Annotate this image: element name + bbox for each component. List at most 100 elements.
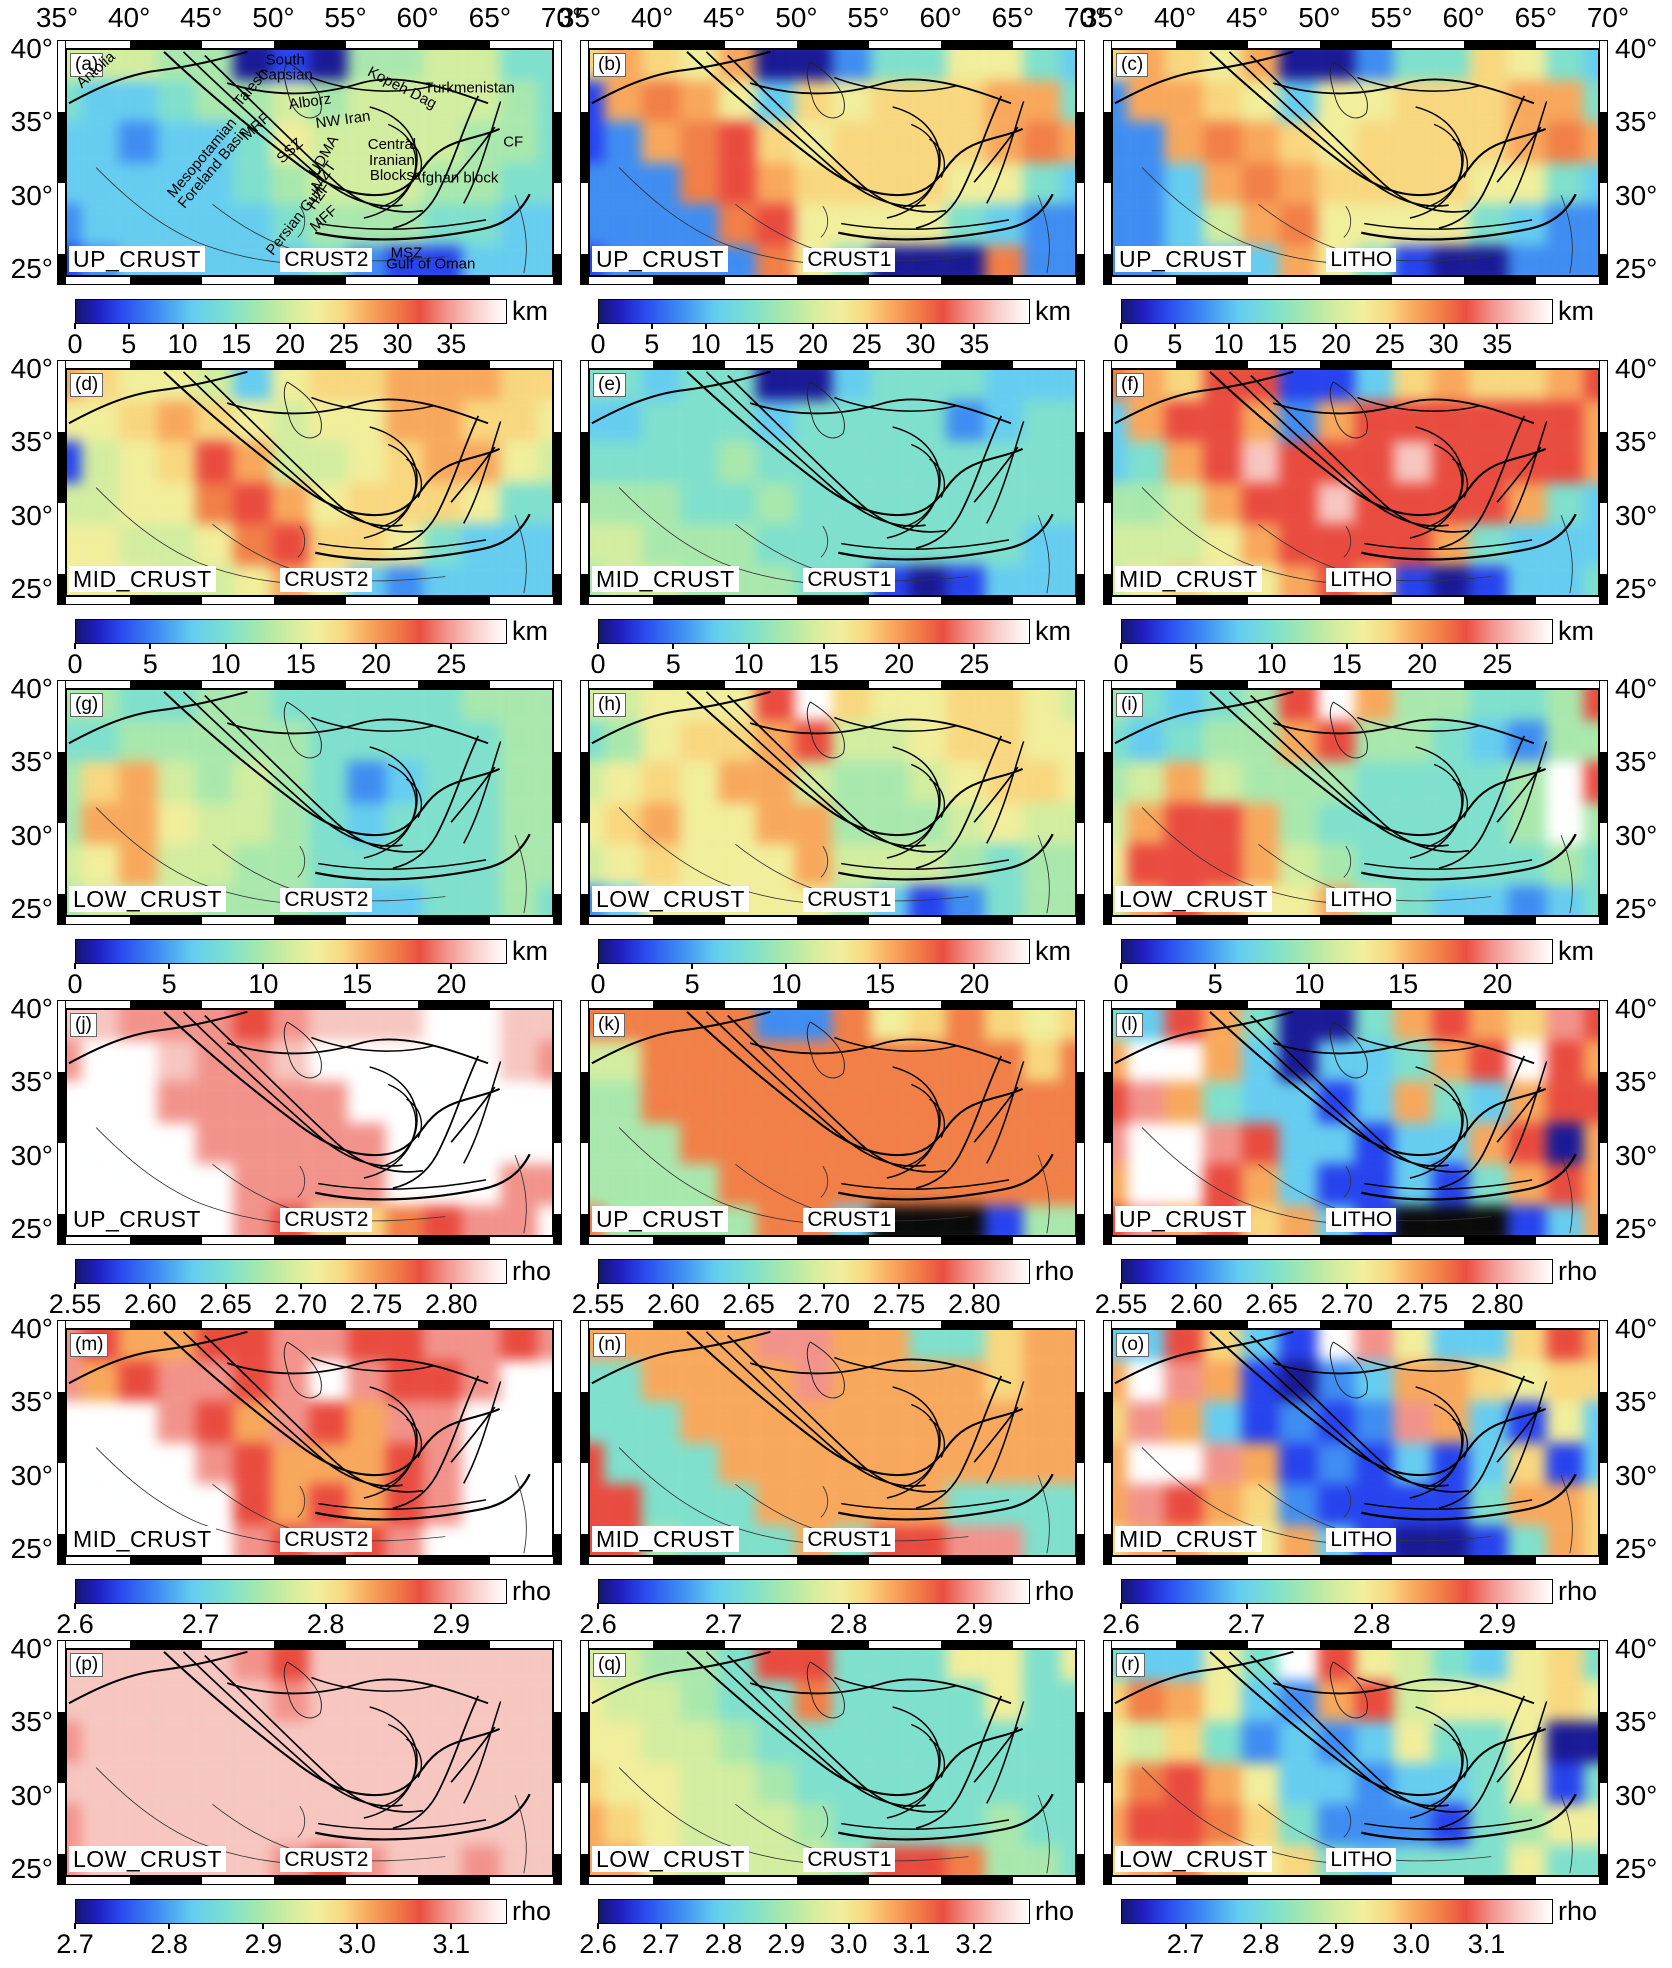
heat-cell bbox=[908, 1122, 947, 1164]
heat-cell bbox=[832, 121, 871, 163]
heat-cell bbox=[718, 523, 757, 565]
model-label: LITHO bbox=[1326, 1528, 1397, 1552]
frame-zebra-bottom bbox=[57, 916, 562, 925]
heat-cell bbox=[233, 1330, 272, 1360]
heat-cell bbox=[118, 1762, 158, 1804]
heat-cell bbox=[195, 1721, 234, 1763]
colorbar-tick-label: 20 bbox=[1320, 329, 1352, 359]
heat-cell bbox=[500, 245, 539, 275]
heat-cell bbox=[1241, 482, 1280, 524]
heat-cell bbox=[500, 1762, 539, 1804]
heat-cell bbox=[984, 565, 1024, 595]
layer-label: LOW_CRUST bbox=[592, 1846, 749, 1872]
heat-cell bbox=[984, 1525, 1024, 1555]
heat-cell bbox=[1355, 1721, 1394, 1763]
heat-cell bbox=[1113, 1163, 1127, 1205]
colorbar: 0 5 10 15 20 25 km bbox=[67, 616, 550, 681]
frame-zebra-top bbox=[57, 1320, 562, 1329]
heat-cell bbox=[1584, 1081, 1598, 1123]
heat-cell bbox=[1164, 720, 1204, 762]
heat-cell bbox=[385, 802, 424, 844]
colorbar-tick bbox=[1345, 1283, 1348, 1289]
frame-zebra-left bbox=[1103, 1320, 1112, 1565]
heat-cell bbox=[1126, 1163, 1165, 1205]
heat-cell bbox=[1584, 1680, 1598, 1722]
colorbar-tick bbox=[396, 323, 399, 329]
heat-cell bbox=[1061, 1401, 1075, 1443]
colorbar-tick bbox=[597, 963, 599, 969]
heat-cell bbox=[80, 523, 119, 565]
heat-cell bbox=[1393, 121, 1432, 163]
heat-cell bbox=[1431, 720, 1470, 762]
panel-letter: (k) bbox=[593, 1013, 626, 1037]
heat-cell bbox=[1203, 1122, 1242, 1164]
frame-zebra-right bbox=[1599, 1640, 1608, 1885]
heat-cell bbox=[1061, 1650, 1075, 1680]
colorbar-tick bbox=[919, 323, 922, 329]
colorbar-tick bbox=[973, 1283, 976, 1289]
heat-cell bbox=[347, 370, 386, 400]
heat-cell bbox=[1355, 203, 1394, 245]
colorbar-tick-label: 10 bbox=[1213, 329, 1244, 359]
colorbar-unit: rho bbox=[1558, 1256, 1598, 1286]
heat-cell bbox=[157, 1680, 196, 1722]
heat-cell bbox=[1584, 1762, 1598, 1804]
heat-cell bbox=[538, 203, 552, 245]
heat-cell bbox=[347, 1081, 386, 1123]
latitude-tick-label: 35° bbox=[1615, 1066, 1658, 1097]
heat-cell bbox=[590, 523, 604, 565]
heat-cell bbox=[157, 1122, 196, 1164]
heat-cell bbox=[461, 843, 501, 885]
layer-label: MID_CRUST bbox=[69, 566, 216, 592]
heat-cell bbox=[1061, 50, 1075, 80]
heat-cell bbox=[1317, 1650, 1356, 1680]
heat-cell bbox=[870, 1010, 909, 1040]
heat-cell bbox=[1507, 843, 1547, 885]
frame-zebra-top bbox=[1103, 1640, 1608, 1649]
heat-cell bbox=[590, 1762, 604, 1804]
heat-cell bbox=[1546, 885, 1585, 915]
colorbar-tick bbox=[812, 323, 814, 329]
longitude-tick-label: 55° bbox=[1370, 2, 1413, 33]
frame-zebra-right bbox=[1599, 680, 1608, 925]
heat-cell bbox=[1023, 1401, 1062, 1443]
heat-cell bbox=[1546, 1762, 1585, 1804]
colorbar-unit: km bbox=[1558, 616, 1594, 646]
heat-cell bbox=[1203, 1680, 1242, 1722]
map-canvas: (e) MID_CRUST CRUST1 bbox=[589, 369, 1076, 596]
heat-cell bbox=[984, 245, 1024, 275]
colorbar-tick bbox=[1496, 1283, 1499, 1289]
heat-cell bbox=[590, 203, 604, 245]
latitude-tick-label: 25° bbox=[10, 573, 53, 604]
heat-cell bbox=[946, 885, 985, 915]
heat-cell bbox=[423, 1650, 462, 1680]
heat-cell bbox=[118, 441, 158, 483]
model-label: CRUST1 bbox=[803, 888, 896, 912]
heat-cell bbox=[794, 203, 833, 245]
colorbar-tick-label: 20 bbox=[436, 969, 467, 999]
heat-cell bbox=[718, 1081, 757, 1123]
heat-cell bbox=[67, 1762, 81, 1804]
heat-cell bbox=[984, 1845, 1024, 1875]
heat-cell bbox=[500, 1081, 539, 1123]
colorbar-tick-label: 5 bbox=[1188, 649, 1204, 679]
colorbar-tick-label: 20 bbox=[959, 969, 990, 999]
heat-cell bbox=[309, 1721, 348, 1763]
heat-cell bbox=[195, 843, 234, 885]
heat-cell bbox=[1317, 441, 1356, 483]
colorbar-tick bbox=[181, 323, 184, 329]
map-canvas: (f) MID_CRUST LITHO bbox=[1112, 369, 1599, 596]
map-canvas: (a) UP_CRUST CRUST2 Antolia South Capsian Tal… bbox=[66, 49, 553, 276]
heat-cell bbox=[1241, 203, 1280, 245]
latitude-tick-label: 35° bbox=[10, 1706, 53, 1737]
heat-cell bbox=[1241, 1163, 1280, 1205]
frame-zebra-left bbox=[1103, 1000, 1112, 1245]
frame-zebra-right bbox=[1599, 360, 1608, 605]
heat-cell bbox=[538, 690, 552, 720]
colorbar-tick bbox=[450, 1283, 453, 1289]
heat-cell bbox=[347, 1040, 386, 1082]
heat-cell bbox=[1061, 1122, 1075, 1164]
heat-cell bbox=[1393, 1525, 1432, 1555]
heat-cell bbox=[946, 50, 985, 80]
heat-cell bbox=[794, 1330, 833, 1360]
